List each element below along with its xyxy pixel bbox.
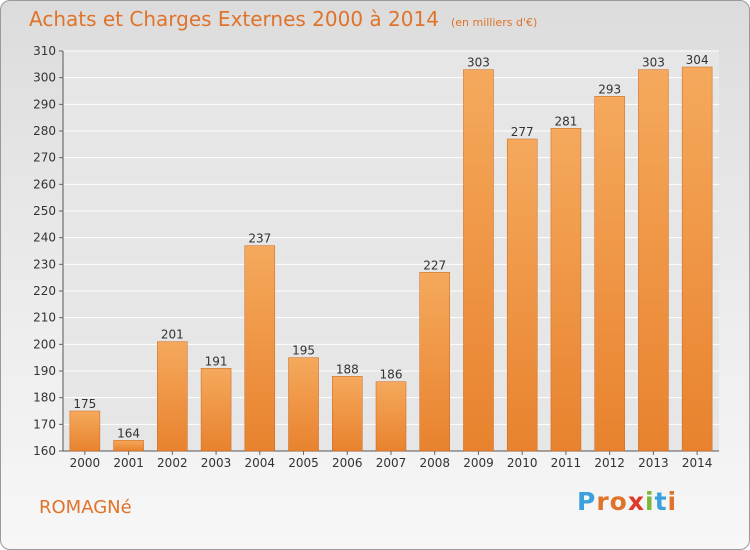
y-tick-label: 210 xyxy=(33,311,56,325)
y-tick-label: 170 xyxy=(33,417,56,431)
bar xyxy=(200,368,232,452)
bar xyxy=(638,69,669,452)
x-tick-label: 2003 xyxy=(201,456,232,470)
bar xyxy=(288,357,319,452)
data-label: 191 xyxy=(205,354,228,368)
x-tick-label: 2000 xyxy=(70,456,101,470)
y-tick-label: 180 xyxy=(33,391,56,405)
data-label: 175 xyxy=(73,397,96,411)
data-label: 227 xyxy=(423,258,446,272)
data-label: 304 xyxy=(686,53,709,67)
data-label: 281 xyxy=(554,114,577,128)
bar xyxy=(463,69,494,452)
y-tick-label: 260 xyxy=(33,177,56,191)
bar xyxy=(594,96,625,452)
x-tick-label: 2009 xyxy=(463,456,494,470)
chart-title: Achats et Charges Externes 2000 à 2014 xyxy=(29,7,439,31)
bar xyxy=(157,341,188,452)
y-tick-label: 310 xyxy=(33,44,56,58)
data-label: 201 xyxy=(161,328,184,342)
commune-name: ROMAGNé xyxy=(39,497,132,518)
data-label: 277 xyxy=(511,125,534,139)
bar xyxy=(69,410,101,452)
bar xyxy=(506,138,538,452)
data-label: 195 xyxy=(292,344,315,358)
bar xyxy=(375,381,407,452)
y-tick-label: 190 xyxy=(33,364,56,378)
data-label: 237 xyxy=(248,232,271,246)
x-tick-label: 2007 xyxy=(376,456,407,470)
x-tick-label: 2012 xyxy=(594,456,625,470)
proxiti-logo: Proxiti xyxy=(577,487,677,516)
y-tick-label: 230 xyxy=(33,257,56,271)
logo-letter: r xyxy=(596,487,610,516)
bar xyxy=(332,376,363,452)
y-tick-label: 240 xyxy=(33,231,56,245)
x-tick-label: 2013 xyxy=(638,456,669,470)
y-tick-label: 220 xyxy=(33,284,56,298)
bar xyxy=(113,440,144,452)
x-tick-label: 2005 xyxy=(288,456,319,470)
logo-letter: i xyxy=(645,487,655,516)
data-label: 186 xyxy=(380,368,403,382)
y-tick-label: 290 xyxy=(33,97,56,111)
x-tick-label: 2002 xyxy=(157,456,188,470)
x-tick-label: 2011 xyxy=(551,456,582,470)
data-label: 303 xyxy=(642,56,665,70)
data-label: 188 xyxy=(336,362,359,376)
x-tick-label: 2014 xyxy=(682,456,713,470)
bar xyxy=(681,66,713,452)
logo-letter: P xyxy=(577,487,597,516)
y-tick-label: 200 xyxy=(33,337,56,351)
y-tick-label: 250 xyxy=(33,204,56,218)
logo-letter: t xyxy=(654,487,668,516)
data-label: 293 xyxy=(598,82,621,96)
x-tick-label: 2006 xyxy=(332,456,363,470)
x-tick-label: 2008 xyxy=(419,456,450,470)
logo-letter: o xyxy=(609,487,628,516)
logo-letter: i xyxy=(667,487,678,516)
bar xyxy=(550,128,582,452)
chart-unit: (en milliers d'€) xyxy=(450,16,538,29)
y-tick-label: 160 xyxy=(33,444,56,458)
x-tick-label: 2004 xyxy=(245,456,276,470)
chart-title-line: Achats et Charges Externes 2000 à 2014 (e… xyxy=(29,7,537,31)
y-tick-label: 280 xyxy=(33,124,56,138)
logo-letter: x xyxy=(627,487,645,516)
y-tick-label: 300 xyxy=(33,71,56,85)
bar xyxy=(244,245,276,452)
x-tick-label: 2010 xyxy=(507,456,538,470)
data-label: 164 xyxy=(117,426,140,440)
x-tick-label: 2001 xyxy=(113,456,144,470)
bar xyxy=(419,272,450,452)
data-label: 303 xyxy=(467,56,490,70)
y-tick-label: 270 xyxy=(33,151,56,165)
